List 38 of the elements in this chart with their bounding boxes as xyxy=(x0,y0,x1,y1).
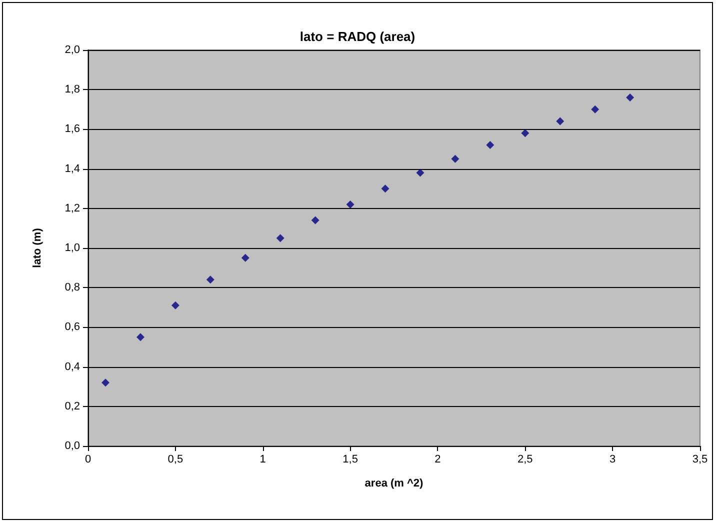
x-tick-label: 0 xyxy=(84,454,92,466)
point xyxy=(101,378,110,387)
x-tick-label: 0,5 xyxy=(168,454,184,466)
point xyxy=(276,234,284,242)
chart-title: lato = RADQ (area) xyxy=(300,29,416,44)
y-tick-label: 0,8 xyxy=(64,282,80,294)
y-axis-title: lato (m) xyxy=(32,228,44,268)
y-tick-label: 0,2 xyxy=(64,400,80,412)
point xyxy=(346,200,354,208)
y-tick-label: 0,6 xyxy=(64,321,80,334)
point xyxy=(381,184,390,193)
x-tick-label: 3,5 xyxy=(692,454,708,466)
x-tick-label: 1,5 xyxy=(342,454,358,466)
point xyxy=(416,168,424,177)
point xyxy=(241,254,250,262)
y-tick-label: 0,4 xyxy=(64,360,80,373)
point xyxy=(311,216,320,224)
point xyxy=(206,276,214,284)
x-tick-label: 3 xyxy=(610,454,616,466)
y-tick-label: 0,0 xyxy=(64,440,80,452)
y-tick-label: 2,0 xyxy=(64,44,80,56)
point xyxy=(451,154,460,163)
point xyxy=(626,94,634,102)
point xyxy=(556,117,564,126)
point xyxy=(171,301,180,310)
y-tick-label: 1,2 xyxy=(64,202,80,214)
y-tick-label: 1,8 xyxy=(64,84,80,96)
x-tick-label: 1 xyxy=(260,454,266,466)
point xyxy=(136,333,144,342)
x-axis-title: area (m ^2) xyxy=(364,478,424,490)
y-tick-label: 1,4 xyxy=(64,162,80,175)
x-tick-label: 2,5 xyxy=(517,454,533,466)
y-tick-label: 1,6 xyxy=(64,123,80,136)
point xyxy=(521,129,530,138)
y-tick-label: 1,0 xyxy=(64,242,80,254)
x-tick-label: 2 xyxy=(434,454,441,466)
point xyxy=(591,105,600,114)
point xyxy=(486,141,494,150)
